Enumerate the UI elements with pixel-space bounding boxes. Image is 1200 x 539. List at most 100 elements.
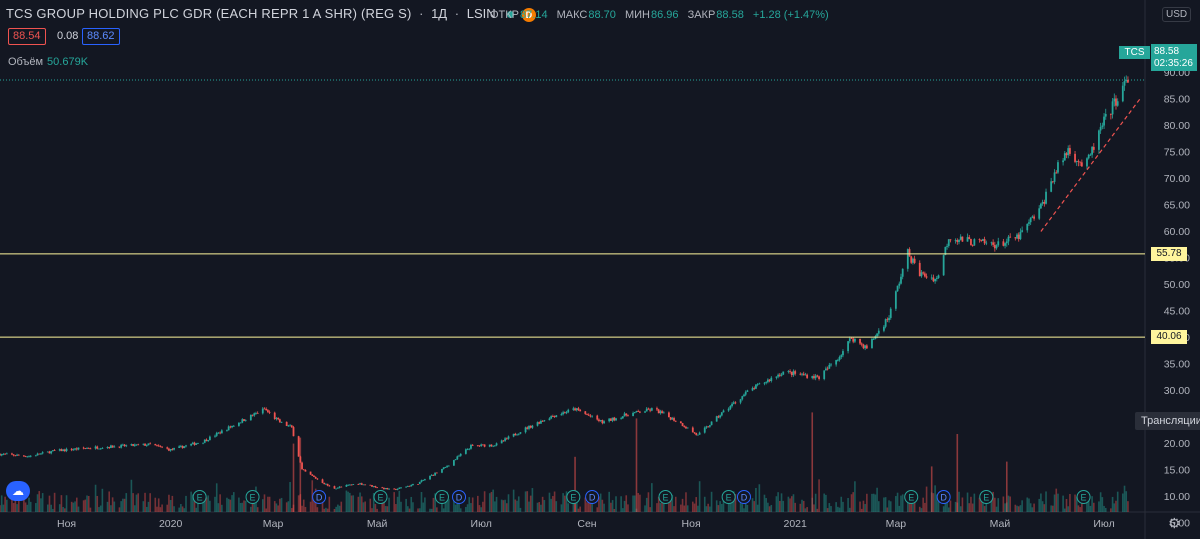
- marker-letter: E: [908, 493, 914, 503]
- volume-bar: [552, 496, 554, 512]
- volume-bar: [958, 491, 960, 512]
- volume-bar: [364, 501, 366, 512]
- volume-bar: [746, 504, 749, 512]
- volume-bar: [417, 508, 419, 512]
- volume-bar: [596, 507, 599, 512]
- candle-body: [565, 412, 568, 414]
- bar-countdown: 02:35:26: [1154, 58, 1193, 69]
- volume-bar: [488, 493, 491, 512]
- marker-letter: E: [250, 493, 256, 503]
- candle-body: [302, 469, 305, 471]
- volume-bar: [86, 495, 88, 512]
- candle-body: [202, 442, 204, 444]
- earnings-marker-ring: [904, 490, 919, 504]
- candle-body: [29, 455, 32, 457]
- candle-body: [645, 408, 648, 412]
- candle-body: [142, 443, 145, 445]
- marker-letter: E: [983, 493, 989, 503]
- candle-body: [751, 388, 754, 391]
- volume-bar: [14, 492, 17, 512]
- candle-body: [423, 479, 426, 481]
- symbol-title[interactable]: TCS GROUP HOLDING PLC GDR (EACH REPR 1 A…: [6, 6, 412, 21]
- earnings-marker-icon[interactable]: E: [904, 490, 919, 504]
- bid-price-button[interactable]: 88.54: [8, 28, 46, 45]
- y-tick-label: 50.00: [1164, 279, 1190, 291]
- dividend-marker-icon[interactable]: D: [936, 490, 951, 504]
- candle-body: [971, 245, 974, 247]
- earnings-marker-icon[interactable]: E: [721, 490, 736, 504]
- candle-body: [896, 285, 899, 292]
- volume-bar: [794, 502, 796, 512]
- volume-bar: [1053, 494, 1056, 512]
- candle-body: [352, 484, 355, 485]
- dividend-marker-icon[interactable]: D: [452, 490, 467, 504]
- dividend-marker-icon[interactable]: D: [312, 490, 327, 504]
- close-label: ЗАКР: [687, 9, 716, 21]
- candle-body: [1033, 216, 1035, 219]
- earnings-marker-icon[interactable]: E: [1076, 490, 1091, 504]
- volume-bar: [180, 504, 182, 512]
- currency-button[interactable]: USD: [1162, 7, 1192, 22]
- candle-body: [311, 474, 314, 476]
- candle-body: [434, 472, 437, 476]
- volume-bar: [966, 492, 969, 512]
- volume-bar: [135, 494, 138, 512]
- candle-body: [913, 258, 916, 263]
- interval-label[interactable]: 1Д: [431, 6, 448, 21]
- volume-bar: [161, 504, 163, 512]
- dividend-marker-icon[interactable]: D: [585, 490, 600, 504]
- volume-bar: [64, 508, 66, 512]
- header-separator: ·: [419, 6, 424, 21]
- candle-body: [1092, 146, 1095, 150]
- candle-body: [1113, 98, 1116, 102]
- volume-bar: [280, 497, 283, 512]
- candle-body: [277, 418, 280, 420]
- earnings-marker-icon[interactable]: E: [192, 490, 207, 504]
- delayed-data-badge[interactable]: D: [521, 7, 536, 22]
- candle-body: [516, 434, 518, 436]
- candle-body: [1028, 222, 1030, 224]
- candle-body: [925, 276, 928, 278]
- volume-bar: [492, 489, 494, 512]
- volume-bar: [302, 499, 305, 512]
- candle-body: [75, 448, 78, 450]
- volume-bar: [1016, 505, 1018, 512]
- broadcasts-button[interactable]: Трансляции: [1135, 412, 1200, 430]
- candle-body: [691, 427, 694, 433]
- earnings-marker-icon[interactable]: E: [373, 490, 388, 504]
- candle-body: [574, 408, 576, 411]
- candle-body: [958, 239, 960, 242]
- candle-body: [840, 355, 843, 357]
- volume-bar: [601, 499, 604, 512]
- volume-bar: [763, 494, 766, 512]
- candle-body: [65, 448, 68, 452]
- candle-body: [1002, 241, 1005, 246]
- cloud-logo-icon[interactable]: ☁: [6, 481, 30, 501]
- candle-body: [193, 442, 196, 445]
- candle-body: [369, 484, 372, 486]
- volume-bar: [627, 504, 629, 512]
- earnings-marker-icon[interactable]: E: [979, 490, 994, 504]
- candle-body: [470, 444, 472, 449]
- earnings-marker-icon[interactable]: E: [658, 490, 673, 504]
- volume-bar: [1098, 501, 1100, 512]
- volume-bar: [633, 495, 636, 512]
- volume-bar: [106, 501, 109, 512]
- volume-bar: [801, 499, 803, 512]
- earnings-marker-icon[interactable]: E: [245, 490, 260, 504]
- volume-bar: [304, 506, 307, 512]
- earnings-marker-icon[interactable]: E: [566, 490, 581, 504]
- dividend-marker-icon[interactable]: D: [736, 490, 751, 504]
- candle-body: [966, 237, 969, 242]
- ask-price-button[interactable]: 88.62: [82, 28, 120, 45]
- volume-bar: [500, 499, 503, 512]
- volume-bar: [251, 498, 254, 512]
- candle-body: [34, 455, 37, 457]
- candle-body: [70, 448, 73, 451]
- earnings-marker-ring: [658, 490, 673, 504]
- gear-icon[interactable]: ⚙: [1168, 515, 1181, 531]
- volume-bar: [608, 491, 610, 512]
- earnings-marker-icon[interactable]: E: [434, 490, 449, 504]
- volume-bar: [553, 491, 556, 512]
